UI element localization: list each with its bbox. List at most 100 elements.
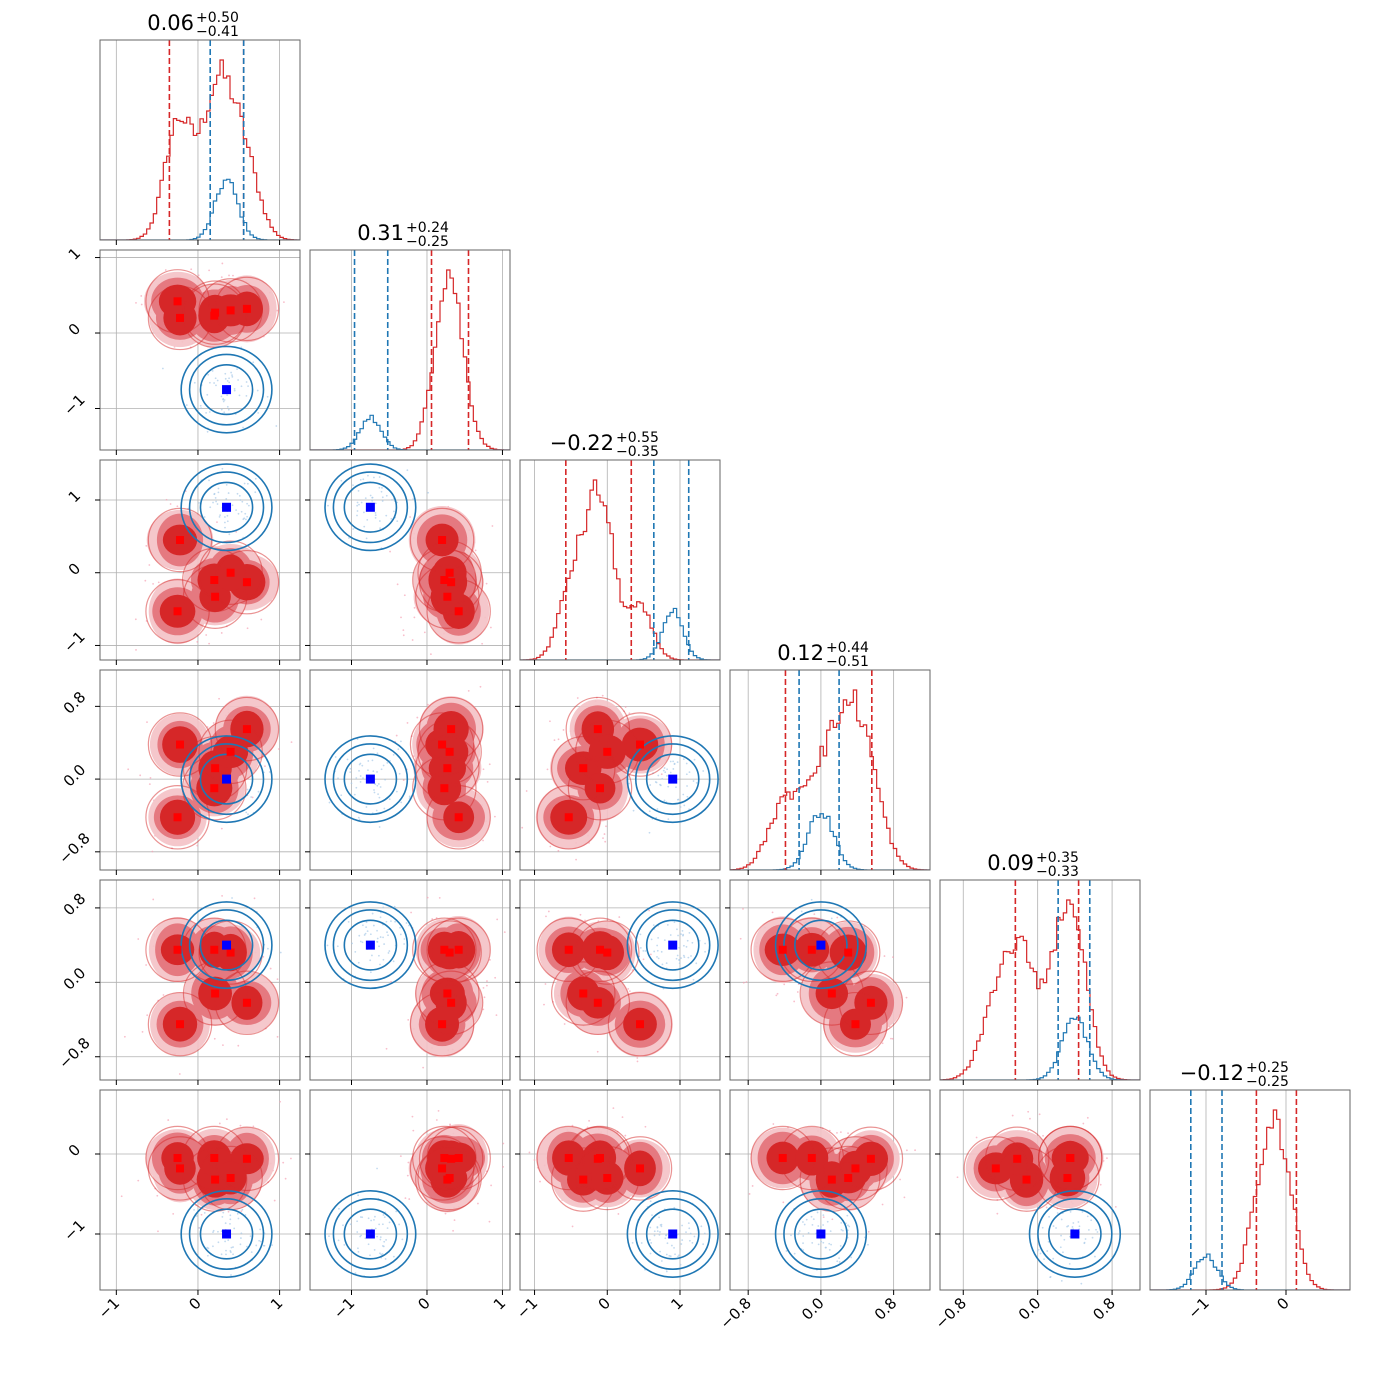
blue-sample [679,806,682,808]
blue-sample [358,934,361,937]
red-sample [213,1037,216,1040]
red-contour-line [823,991,888,1057]
blue-sample [366,518,369,521]
blue-sample [676,928,678,931]
blue-sample [681,1224,683,1227]
red-contour-line [412,755,477,821]
blue-sample [349,767,352,770]
blue-sample [224,372,227,375]
red-sample [545,915,547,918]
red-sample [190,268,193,271]
blue-mode-marker [365,940,375,950]
blue-sample [249,1235,252,1238]
red-contour-line [551,961,616,1026]
blue-sample [1094,1255,1096,1258]
red-sample [146,1014,149,1017]
red-mode-marker [242,998,251,1007]
red-mode-marker [226,306,235,315]
blue-sample [379,916,382,919]
red-sample [127,768,130,771]
red-mode-marker [807,1154,816,1162]
red-sample [498,980,500,982]
blue-sample [355,777,358,779]
blue-sample [398,1223,401,1226]
red-contour-line [426,785,491,850]
red-sample [413,616,416,619]
blue-sample [222,397,225,400]
blue-sample [401,1238,404,1241]
blue-sample [337,1239,340,1242]
red-sample [251,796,254,799]
blue-sample [367,760,370,762]
blue-sample [224,521,226,524]
red-sample [836,916,839,919]
y-tick-label: 1 [65,487,84,506]
grid-5-5 [1205,1090,1287,1290]
blue-sample [673,1206,676,1209]
blue-sample [205,411,208,414]
grid-3-1 [310,670,510,870]
blue-sample [372,476,375,479]
blue-sample [218,515,221,518]
blue-sample [1084,1238,1087,1240]
title-minus: −0.33 [1036,864,1079,880]
red-mode-marker [593,725,602,734]
panel-title-5: −0.12 [1180,1061,1244,1085]
blue-sample [363,934,366,936]
red-sample [411,1115,414,1118]
blue-sample [374,1227,377,1230]
panel-5-2: −1 0 1 [513,1089,721,1322]
blue-sample [867,1243,869,1246]
red-sample [543,1003,545,1006]
blue-sample [828,1248,831,1251]
red-mode-marker [443,592,452,601]
red-sample [648,909,651,912]
blue-sample [384,778,387,781]
panel-frame [309,249,511,451]
panel-4-1 [305,879,511,1085]
red-sample [914,1149,916,1152]
red-sample [745,981,748,983]
blue-sample [229,1214,232,1217]
red-mode-marker [603,948,612,957]
blue-sample [396,520,399,522]
blue-sample [660,1225,663,1228]
red-sample [474,549,477,552]
blue-sample [220,395,223,398]
blue-sample [1086,1215,1089,1218]
red-contour-line [147,1136,213,1201]
blue-sample [382,936,384,939]
blue-sample [672,768,675,770]
red-sample [618,916,621,918]
blue-sample [342,1224,344,1227]
blue-sample [222,400,225,403]
blue-contour-1 [634,743,711,816]
blue-sample [240,1237,242,1239]
blue-contour-2 [774,901,868,990]
blue-sample [810,898,813,901]
blue-sample [664,771,667,774]
red-contour-line [567,755,633,821]
grid-3-0 [100,670,300,870]
blue-sample [390,920,392,923]
red-contour-line [412,1125,477,1191]
blue-sample [695,962,698,965]
red-mode-marker [443,764,452,773]
blue-sample [161,367,164,370]
panel-frame [99,1089,301,1291]
blue-sample [225,483,228,486]
red-contour-line [607,1136,673,1201]
panel-content-5-2 [528,1107,719,1290]
red-mode-marker [438,536,447,544]
panel-content-3-2 [520,694,719,861]
blue-sample [230,1274,232,1276]
blue-histogram [100,178,300,240]
red-mode-marker [242,578,251,587]
blue-sample [848,1225,851,1228]
blue-sample [240,510,243,513]
blue-sample [830,917,833,920]
blue-sample [246,482,249,485]
red-contour-line [182,917,247,983]
red-mode-marker [176,313,184,322]
x-tick-label: 0.8 [1089,1294,1119,1324]
